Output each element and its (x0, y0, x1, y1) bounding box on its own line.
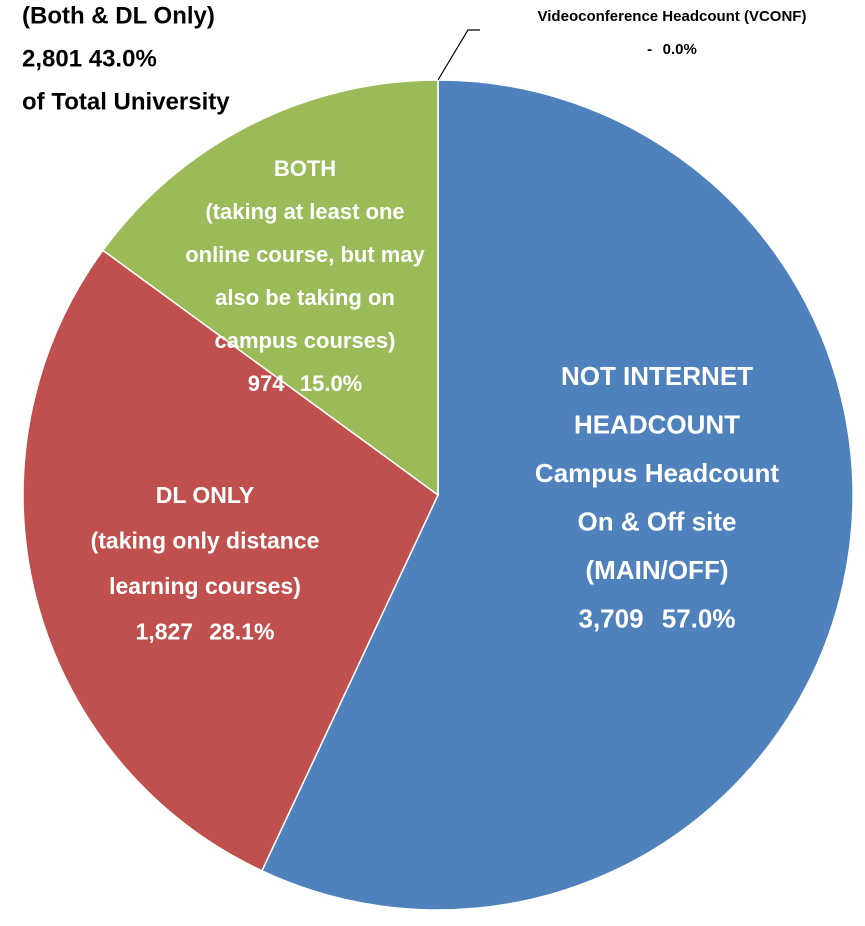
percent-label: 57.0% (662, 603, 736, 633)
slice-label: NOT INTERNET (561, 361, 753, 391)
value-label: - (647, 41, 652, 58)
slice-value-label: 3,709 57.0% (578, 603, 735, 633)
slice-label: (taking at least one (205, 199, 404, 224)
percent-label: 0.0% (663, 41, 697, 58)
slice-value-label: 974 15.0% (248, 371, 363, 396)
slice-label: (MAIN/OFF) (586, 555, 729, 585)
annotation: 2,801 43.0% (22, 45, 157, 72)
slice-label: (taking only distance (91, 528, 320, 554)
slice-label: also be taking on (215, 285, 395, 310)
pie-slice (22, 249, 439, 872)
slice-label: online course, but may (185, 242, 425, 267)
percent-label: 15.0% (300, 371, 362, 396)
slice-label: campus courses) (215, 328, 396, 353)
annotation: (Both & DL Only) (22, 2, 215, 29)
slice-value-label: 1,827 28.1% (136, 619, 275, 645)
slice-label: learning courses) (109, 573, 301, 599)
value-label: 1,827 (136, 619, 194, 645)
value-label: 3,709 (578, 603, 643, 633)
slice-label: BOTH (274, 156, 336, 181)
pie-slice (101, 79, 439, 497)
slice-label: DL ONLY (156, 482, 254, 508)
slice-value-label: -0.0% (647, 41, 697, 58)
percent-label: 28.1% (209, 619, 274, 645)
slice-label: On & Off site (578, 506, 737, 536)
annotation: of Total University (22, 88, 230, 115)
slice-label: HEADCOUNT (574, 409, 740, 439)
slice-label: Campus Headcount (535, 458, 779, 488)
pie (22, 79, 854, 911)
slice-label: Videoconference Headcount (VCONF) (538, 8, 807, 25)
value-label: 974 (248, 371, 285, 396)
leader-line (437, 29, 480, 81)
pie-slice (260, 79, 854, 911)
